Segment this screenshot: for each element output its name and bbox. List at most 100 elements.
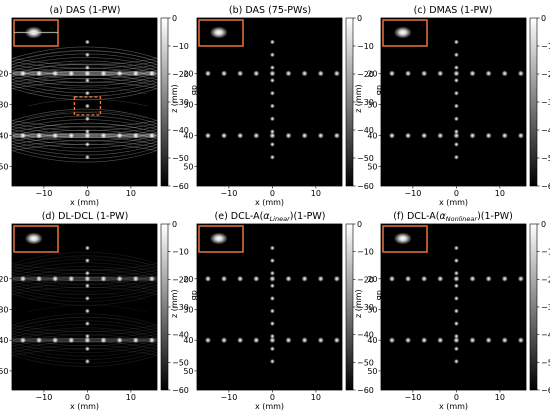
roi-box	[73, 96, 102, 116]
colorbar-tick-label: −50	[541, 358, 550, 367]
artifact-arc	[27, 328, 148, 337]
artifact-arc	[27, 62, 148, 71]
point-target	[517, 337, 524, 344]
point-target	[301, 132, 308, 139]
title-tail: )(1-PW)	[290, 211, 326, 222]
artifact-arc	[11, 144, 158, 156]
point-target	[270, 103, 275, 109]
artifact-arc	[11, 132, 158, 142]
y-tick-label: 20	[367, 275, 377, 284]
colorbar-tick-label: −30	[172, 303, 189, 312]
point-target	[52, 275, 59, 282]
point-target	[454, 359, 459, 364]
point-target	[84, 337, 91, 344]
point-target	[270, 296, 275, 301]
point-target	[388, 132, 395, 139]
point-target	[85, 321, 90, 326]
artifact-arc	[11, 263, 158, 271]
point-target	[333, 275, 340, 282]
point-target	[221, 70, 228, 77]
artifact-arc	[27, 86, 148, 95]
artifact-arc	[11, 138, 158, 149]
point-target	[221, 132, 228, 139]
point-target	[19, 337, 26, 344]
point-target	[454, 90, 459, 96]
artifact-arc	[27, 268, 148, 277]
point-target	[85, 142, 90, 147]
artifact-arc	[27, 316, 148, 325]
point-target	[84, 70, 91, 77]
point-target	[454, 321, 459, 326]
point-target	[501, 337, 508, 344]
point-target	[333, 70, 340, 77]
colorbar-tick-label: −20	[541, 70, 550, 79]
colorbar-tick-label: −10	[541, 248, 550, 257]
y-tick-label: 30	[0, 305, 9, 314]
point-target	[454, 308, 459, 314]
y-tick-label: 40	[183, 132, 193, 141]
axes-frame	[196, 17, 343, 187]
colorbar-tick-label: −50	[357, 154, 374, 163]
point-target	[453, 70, 460, 77]
colorbar-label: dB	[190, 290, 199, 301]
point-target	[85, 52, 90, 58]
panel-e-marks	[198, 225, 340, 364]
artifact-arc	[11, 79, 158, 90]
y-tick-label: 40	[367, 336, 377, 345]
y-tick-label: 30	[367, 305, 377, 314]
x-tick-label: 10	[311, 393, 321, 402]
x-axis-label: x (mm)	[255, 198, 284, 207]
point-target	[132, 337, 139, 344]
point-target	[317, 132, 324, 139]
panel-d: (d) DL-DCL (1-PW)	[11, 211, 158, 390]
point-target	[454, 296, 459, 301]
point-target	[454, 283, 459, 289]
artifact-arc	[11, 50, 158, 62]
point-target	[85, 39, 90, 45]
panel-title: (d) DL-DCL (1-PW)	[42, 211, 129, 222]
point-target	[270, 78, 275, 83]
x-tick-label: 0	[454, 189, 459, 198]
artifact-arc	[11, 336, 158, 346]
point-target	[204, 132, 211, 139]
point-target	[270, 308, 275, 314]
colorbar-tick-label: −60	[541, 182, 550, 191]
panel-title: (a) DAS (1-PW)	[50, 5, 121, 16]
point-target	[421, 70, 428, 77]
colorbar-tick-label: −10	[172, 42, 189, 51]
point-target	[36, 337, 43, 344]
point-target	[469, 70, 476, 77]
artifact-arc	[11, 344, 158, 353]
artifact-arc	[27, 122, 148, 131]
panel-c-marks	[382, 19, 524, 160]
point-target	[421, 337, 428, 344]
panel-a: (a) DAS (1-PW)	[11, 5, 158, 186]
point-target	[270, 283, 275, 289]
panel-e: (e) DCL-A(αLinear)(1-PW)	[197, 211, 342, 390]
point-target	[485, 275, 492, 282]
artifact-arc	[11, 78, 158, 86]
point-target	[517, 275, 524, 282]
point-target	[285, 70, 292, 77]
colorbar-tick-label: −20	[357, 275, 374, 284]
point-target	[85, 245, 90, 251]
point-target	[116, 70, 123, 77]
artifact-arc	[11, 327, 158, 338]
y-tick-label: 30	[0, 101, 9, 110]
artifact-arc	[11, 354, 158, 367]
artifact-arc	[11, 324, 158, 332]
point-target	[237, 337, 244, 344]
x-tick-label: 0	[454, 393, 459, 402]
point-target	[270, 39, 275, 45]
point-target	[517, 70, 524, 77]
y-axis-label: z (mm)	[170, 84, 179, 113]
colorbar-tick-label: −10	[357, 42, 374, 51]
point-target	[85, 116, 90, 122]
point-target	[253, 275, 260, 282]
axes-frame	[11, 223, 158, 391]
point-target	[253, 337, 260, 344]
artifact-arc	[11, 278, 158, 289]
title-main: (e) DCL-A(	[215, 211, 264, 222]
colorbar-tick-label: −60	[541, 386, 550, 395]
colorbar-label: dB	[190, 85, 199, 96]
